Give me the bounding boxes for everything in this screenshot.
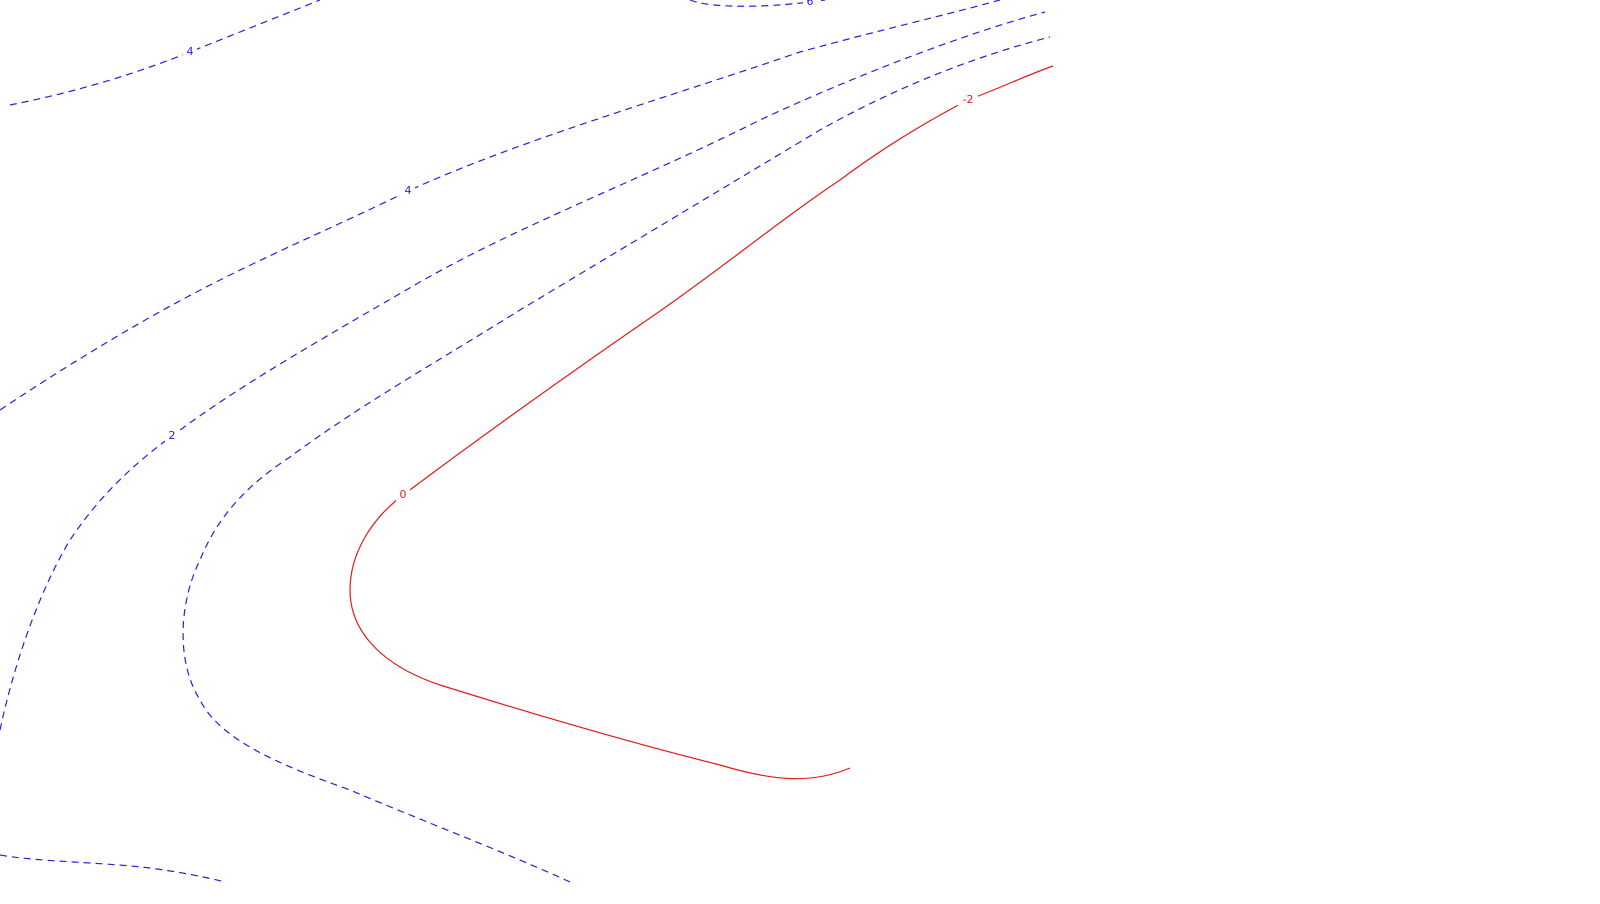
contour-label-background (803, 0, 817, 9)
contour-label: -2 (963, 93, 974, 106)
contour-label-background (165, 429, 179, 443)
contour-label-background (183, 45, 197, 59)
contour-line-level-2 (0, 854, 226, 883)
contour-line-level-0 (349, 99, 969, 780)
contour-line-level-4 (0, 0, 1001, 411)
contour-label: 2 (169, 429, 176, 442)
contour-label: 0 (400, 488, 407, 501)
contour-label: 4 (405, 184, 412, 197)
contour-line-level-2 (0, 11, 1046, 731)
contour-label-background (396, 488, 410, 502)
contour-label: 6 (807, 0, 814, 8)
contour-label: 4 (187, 45, 194, 58)
contour-line-level-neg2 (967, 65, 1054, 101)
contour-line-level-4 (9, 0, 321, 106)
contour-label-background (401, 184, 415, 198)
contour-label-background (958, 93, 978, 107)
contour-line-level-2 (182, 36, 1051, 883)
